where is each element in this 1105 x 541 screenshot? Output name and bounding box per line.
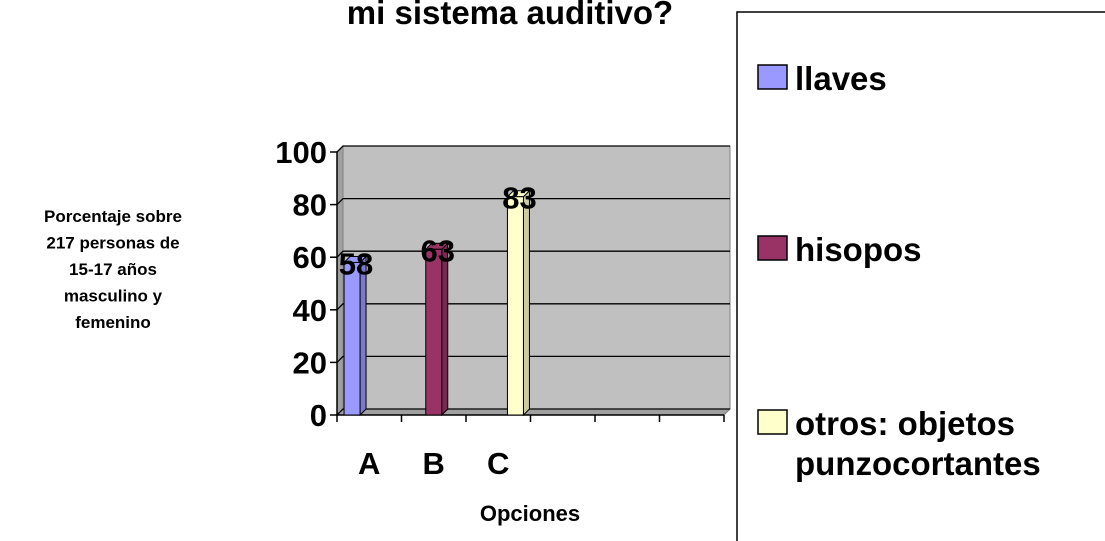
y-axis-label: masculino y — [64, 287, 163, 306]
legend-swatch — [757, 235, 788, 261]
bar — [343, 261, 361, 416]
grid-line — [336, 197, 730, 206]
legend-box — [736, 11, 1105, 541]
y-tick-label: 100 — [275, 135, 327, 170]
y-tick-label: 60 — [293, 240, 327, 275]
legend-label: llaves — [795, 60, 887, 97]
y-tick-label: 0 — [310, 398, 327, 433]
legend-label: hisopos — [795, 231, 922, 268]
data-label: 63 — [421, 233, 455, 268]
bar — [506, 196, 524, 416]
legend-swatch — [757, 409, 788, 435]
y-axis-label: 15-17 años — [69, 260, 157, 279]
legend-label: otros: objetos punzocortantes — [795, 405, 1041, 482]
chart-title: mi sistema auditivo? — [347, 0, 673, 31]
y-tick-label: 80 — [293, 188, 327, 223]
plot-floor — [335, 408, 732, 416]
grid-line — [336, 250, 730, 258]
x-tick-label: A — [358, 446, 380, 481]
x-tick-label: B — [423, 446, 445, 481]
data-label: 83 — [502, 181, 536, 216]
y-tick-label: 20 — [293, 345, 327, 380]
grid-line — [336, 145, 730, 153]
legend-swatch — [757, 64, 788, 90]
grid-line — [336, 303, 730, 311]
bar-side — [522, 189, 530, 417]
y-axis-label: femenino — [75, 313, 151, 332]
grid-line — [336, 408, 730, 416]
y-tick-label: 40 — [293, 293, 327, 328]
x-tick-label: C — [487, 446, 509, 481]
y-axis-label: Porcentaje sobre — [44, 207, 182, 226]
bar-side — [441, 242, 449, 417]
grid-line — [336, 355, 730, 363]
y-axis-label: 217 personas de — [46, 234, 179, 253]
x-axis-label: Opciones — [480, 501, 580, 526]
data-label: 58 — [339, 246, 373, 281]
bar — [425, 248, 443, 416]
